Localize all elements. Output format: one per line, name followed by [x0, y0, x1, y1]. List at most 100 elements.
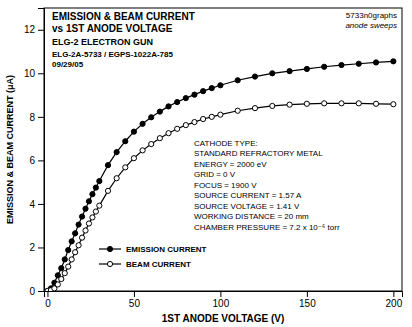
- data-point: [201, 89, 206, 94]
- data-point: [76, 243, 81, 248]
- data-point: [93, 185, 98, 190]
- x-tick-mark: [134, 291, 135, 297]
- data-point: [97, 178, 102, 183]
- y-tick-mark: [38, 291, 44, 292]
- data-point: [97, 203, 102, 208]
- data-point: [166, 104, 171, 109]
- data-point: [131, 129, 136, 134]
- data-point: [66, 264, 71, 269]
- data-point: [356, 101, 361, 106]
- data-point: [73, 250, 78, 255]
- data-point: [391, 102, 396, 107]
- y-axis-title: EMISSION & BEAM CURRENT (μA): [5, 75, 15, 224]
- data-point: [209, 114, 214, 119]
- data-point: [287, 69, 292, 74]
- series-line: [47, 61, 393, 291]
- x-tick-label: 100: [213, 298, 230, 309]
- data-point: [322, 64, 327, 69]
- data-point: [66, 247, 71, 252]
- x-tick: 200: [386, 291, 403, 309]
- x-tick: 50: [129, 291, 141, 309]
- x-tick-mark: [47, 291, 48, 297]
- data-point: [270, 71, 275, 76]
- legend-marker: [107, 261, 112, 266]
- annotation: FOCUS = 1900 V: [194, 181, 257, 190]
- data-point: [157, 109, 162, 114]
- data-point: [90, 215, 95, 220]
- y-tick-label: 2: [29, 242, 35, 253]
- x-tick-label: 200: [386, 298, 403, 309]
- y-tick-label: 8: [29, 112, 35, 123]
- chart: 0501001502000246810121ST ANODE VOLTAGE (…: [0, 0, 412, 327]
- y-tick-label: 0: [29, 286, 35, 297]
- data-point: [192, 119, 197, 124]
- data-point: [235, 78, 240, 83]
- data-point: [235, 108, 240, 113]
- legend-entry: BEAM CURRENT: [99, 260, 191, 269]
- data-point: [218, 112, 223, 117]
- y-tick-mark: [38, 117, 44, 118]
- annotation: WORKING DISTANCE = 20 mm: [194, 212, 309, 221]
- data-point: [149, 141, 154, 146]
- data-point: [105, 163, 110, 168]
- annotation: SOURCE CURRENT = 1.57 A: [194, 191, 302, 200]
- y-tick-mark: [38, 160, 44, 161]
- annotation: 5733n0graphs: [346, 11, 397, 20]
- data-point: [140, 121, 145, 126]
- data-point: [69, 239, 74, 244]
- data-point: [140, 148, 145, 153]
- y-tick-label: 6: [29, 155, 35, 166]
- annotation: CHAMBER PRESSURE = 7.2 x 10⁻⁶ torr: [194, 223, 340, 232]
- y-axis-line: [38, 9, 45, 292]
- data-point: [192, 92, 197, 97]
- title: vs 1ST ANODE VOLTAGE: [52, 23, 173, 34]
- data-point: [183, 123, 188, 128]
- data-point: [59, 276, 64, 281]
- y-tick-label: 10: [24, 68, 36, 79]
- data-point: [183, 96, 188, 101]
- data-point: [149, 115, 154, 120]
- annotation: STANDARD REFRACTORY METAL: [194, 149, 323, 158]
- annotation: CATHODE TYPE:: [194, 139, 258, 148]
- x-tick-mark: [307, 291, 308, 297]
- annotation: anode sweeps: [345, 21, 397, 30]
- data-point: [59, 266, 64, 271]
- data-point: [123, 165, 128, 170]
- x-tick: 150: [299, 291, 316, 309]
- data-point: [83, 228, 88, 233]
- series-line: [47, 103, 393, 291]
- data-point: [62, 257, 67, 262]
- legend: EMISSION CURRENT BEAM CURRENT: [99, 245, 207, 269]
- plot-frame: [44, 8, 402, 291]
- y-tick: 0: [29, 286, 44, 297]
- x-tick-label: 50: [129, 298, 141, 309]
- x-tick-mark: [220, 291, 221, 297]
- x-tick: 100: [213, 291, 230, 309]
- x-tick-label: 0: [45, 298, 51, 309]
- data-point: [322, 101, 327, 106]
- y-tick-mark: [38, 204, 44, 205]
- data-point: [131, 156, 136, 161]
- data-point: [339, 101, 344, 106]
- data-point: [114, 150, 119, 155]
- data-point: [270, 103, 275, 108]
- data-point: [114, 176, 119, 181]
- legend-entry: EMISSION CURRENT: [99, 245, 207, 254]
- x-tick: 0: [45, 291, 51, 309]
- data-point: [157, 136, 162, 141]
- x-axis-line: [45, 292, 403, 298]
- data-point: [339, 62, 344, 67]
- data-point: [304, 101, 309, 106]
- x-axis: 0 50 100 150 200: [45, 291, 403, 309]
- data-point: [83, 206, 88, 211]
- y-tick-label: 4: [29, 199, 35, 210]
- y-tick: 4: [29, 199, 44, 210]
- annotation: ENERGY = 2000 eV: [194, 160, 267, 169]
- data-point: [175, 99, 180, 104]
- data-point: [79, 235, 84, 240]
- y-tick-mark: [38, 73, 44, 74]
- data-point: [166, 131, 171, 136]
- data-point: [93, 209, 98, 214]
- legend-marker: [107, 246, 112, 251]
- y-tick: 8: [29, 112, 44, 123]
